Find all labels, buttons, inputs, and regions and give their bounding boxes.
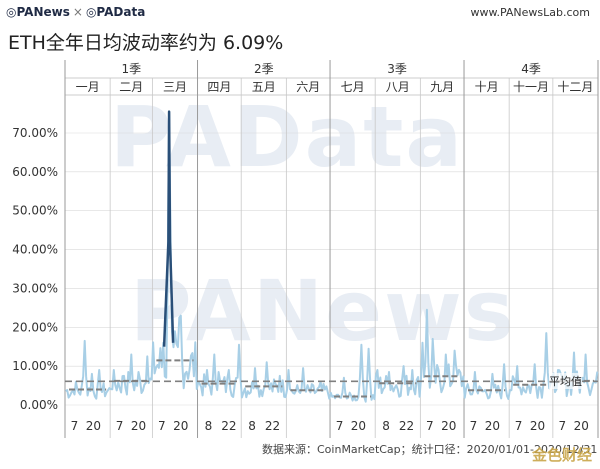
month-label: 八月 [386,80,410,94]
month-label: 七月 [341,80,365,94]
month-label: 九月 [430,80,454,94]
x-tick-label: 8 [205,419,213,433]
x-tick-label: 22 [399,419,414,433]
month-label: 四月 [207,80,231,94]
brand-padata: PAData [96,5,146,19]
month-label: 三月 [163,80,187,94]
panews-logo-icon: ◎ [6,5,17,19]
x-tick-label: 22 [265,419,280,433]
quarter-label: 1季 [121,62,141,76]
y-tick-label: 40.00% [12,243,58,257]
y-tick-label: 10.00% [12,359,58,373]
y-tick-label: 20.00% [12,320,58,334]
x-tick-label: 7 [515,419,523,433]
x-tick-label: 20 [574,419,589,433]
x-tick-label: 8 [248,419,256,433]
quarter-label: 3季 [387,62,407,76]
chart-title: ETH全年日均波动率约为 6.09% [8,32,284,54]
x-tick-label: 7 [158,419,166,433]
brand-separator: × [72,5,83,19]
x-tick-label: 7 [116,419,124,433]
x-tick-label: 7 [71,419,79,433]
x-tick-label: 20 [485,419,500,433]
series-line-eth [65,110,599,403]
x-tick-label: 22 [221,419,236,433]
x-tick-label: 7 [559,419,567,433]
x-tick-label: 20 [173,419,188,433]
brand-panews: PANews [16,5,70,19]
y-tick-label: 30.00% [12,281,58,295]
corner-logo: 金色财经 [531,446,592,464]
x-tick-label: 8 [382,419,390,433]
x-tick-label: 20 [530,419,545,433]
month-label: 五月 [252,80,276,94]
x-tick-label: 7 [336,419,344,433]
month-label: 十一月 [513,80,549,94]
data-source: 数据来源：CoinMarketCap；统计口径：2020/01/01-2020/… [262,443,598,456]
month-label: 六月 [296,80,320,94]
average-label: 平均值 [549,373,582,389]
month-label: 十二月 [557,80,593,94]
padata-logo-icon: ◎ [85,5,97,19]
x-tick-label: 20 [86,419,101,433]
y-tick-label: 0.00% [20,398,58,412]
quarter-label: 2季 [254,62,274,76]
x-tick-label: 20 [351,419,366,433]
month-label: 一月 [76,80,100,94]
quarter-label: 4季 [521,62,541,76]
x-tick-label: 7 [470,419,478,433]
site-url[interactable]: www.PANewsLab.com [470,6,591,19]
month-label: 十月 [475,80,499,94]
volatility-spike [162,110,175,347]
brand-logo: ◎PANews × ◎PAData [6,5,145,19]
y-tick-label: 60.00% [12,165,58,179]
watermark-panews: PANews [130,262,516,360]
x-tick-label: 7 [426,419,434,433]
x-tick-label: 20 [131,419,146,433]
month-label: 二月 [119,80,143,94]
x-tick-label: 20 [441,419,456,433]
y-tick-label: 70.00% [12,126,58,140]
y-tick-label: 50.00% [12,204,58,218]
